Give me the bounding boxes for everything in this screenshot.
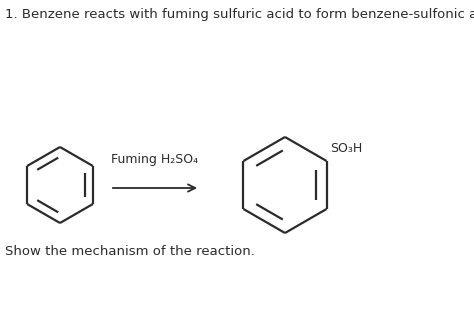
Text: Fuming H₂SO₄: Fuming H₂SO₄ — [111, 153, 199, 166]
Text: Show the mechanism of the reaction.: Show the mechanism of the reaction. — [5, 245, 255, 258]
Text: 1. Benzene reacts with fuming sulfuric acid to form benzene-sulfonic acid:: 1. Benzene reacts with fuming sulfuric a… — [5, 8, 474, 21]
Text: SO₃H: SO₃H — [330, 142, 363, 155]
